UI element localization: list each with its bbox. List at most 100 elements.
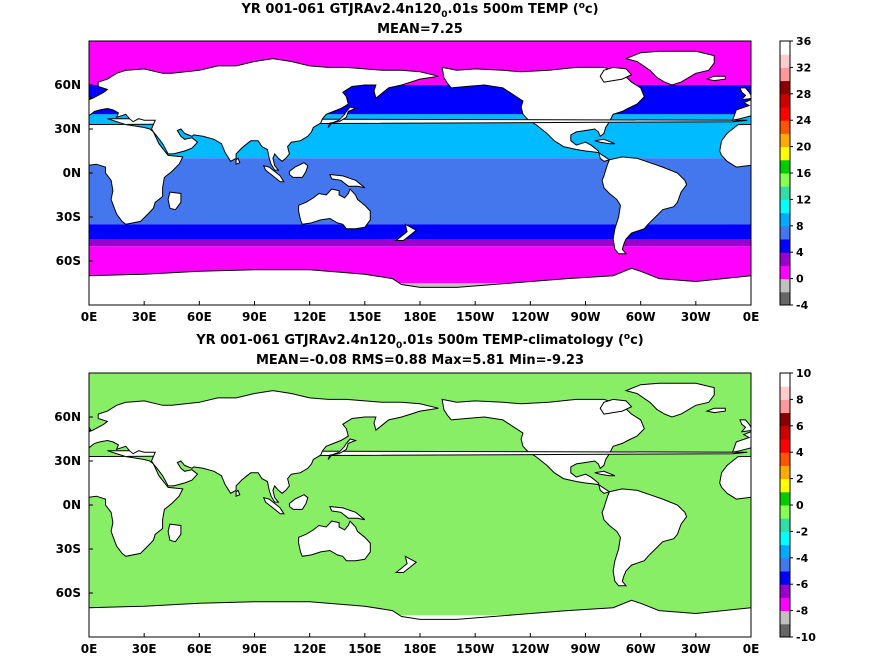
colorbar-swatch	[780, 120, 790, 134]
x-tick-label: 180E	[403, 310, 436, 324]
colorbar-swatch	[780, 531, 790, 546]
colorbar-swatch	[780, 291, 790, 306]
land-africa	[89, 118, 748, 225]
colorbar-swatch	[780, 159, 790, 174]
land-madagascar	[167, 191, 182, 211]
colorbar-swatch	[780, 412, 790, 427]
y-tick-label: 0N	[63, 166, 81, 180]
colorbar-swatch	[780, 173, 790, 187]
colorbar-label: 4	[796, 246, 804, 259]
land-british-isles	[739, 87, 751, 101]
colorbar-swatch	[780, 54, 790, 68]
x-tick-label: 120E	[293, 642, 326, 656]
x-tick-label: 60W	[626, 310, 656, 324]
chart-subtitle: MEAN=7.25	[377, 22, 463, 37]
land-africa	[719, 456, 751, 500]
colorbar-swatch	[780, 212, 790, 227]
colorbar-swatch	[780, 252, 790, 266]
x-tick-label: 150W	[456, 310, 494, 324]
chart-panel-2: 0E 30E 60E 90E 120E 150E 180E 150W 120W 90W 60W 30W…	[54, 332, 816, 656]
chart-subtitle: MEAN=-0.08 RMS=0.88 Max=5.81 Min=-9.23	[256, 353, 584, 368]
land-baffin	[599, 66, 633, 83]
land-africa	[719, 124, 751, 168]
colorbar-swatch	[780, 425, 790, 440]
colorbar-swatch	[780, 80, 790, 95]
colorbar-label: 20	[796, 141, 812, 154]
colorbar-label: 0	[796, 499, 804, 512]
colorbar-swatch	[780, 41, 790, 55]
x-tick-label: 150W	[456, 642, 494, 656]
colorbar-label: 28	[796, 88, 811, 101]
colorbar-swatch	[780, 491, 790, 506]
field-band-5	[89, 224, 751, 239]
land-japan	[327, 106, 358, 128]
y-tick-label: 60N	[54, 410, 81, 424]
y-tick-label: 30S	[56, 542, 81, 556]
land-africa	[89, 450, 748, 557]
land-sumatra	[262, 164, 285, 183]
colorbar-swatch	[780, 623, 790, 638]
colorbar-swatch	[780, 399, 790, 414]
land-sri-lanka	[235, 489, 241, 497]
colorbar-label: -10	[796, 631, 816, 644]
colorbar-swatch	[780, 439, 790, 453]
colorbar-label: 8	[796, 393, 804, 406]
colorbar-label: 16	[796, 167, 812, 180]
colorbar-label: -8	[796, 605, 808, 618]
land-borneo	[288, 494, 309, 510]
land-south-america	[601, 488, 688, 587]
x-tick-label: 150E	[348, 642, 381, 656]
colorbar-swatch	[780, 571, 790, 585]
colorbar-swatch	[780, 518, 790, 532]
colorbar-swatch	[780, 610, 790, 625]
land-new-guinea	[329, 505, 366, 521]
colorbar-swatch	[780, 557, 790, 572]
chart-title: YR 001-061 GTJRAv2.4n1200.01s 500m TEMP-…	[195, 332, 644, 351]
x-tick-label: 60E	[187, 310, 212, 324]
colorbar-swatch	[780, 373, 790, 387]
land-australia	[298, 188, 371, 230]
map-field	[89, 373, 751, 637]
land-australia	[298, 520, 371, 562]
land-antarctica	[89, 599, 751, 637]
colorbar-swatch	[780, 386, 790, 400]
x-tick-label: 30W	[681, 310, 711, 324]
land-eurasia	[731, 99, 751, 121]
x-tick-label: 120W	[511, 310, 549, 324]
colorbar-label: -4	[796, 552, 809, 565]
x-tick-label: 30E	[132, 642, 157, 656]
colorbar-swatch	[780, 146, 790, 161]
land-madagascar	[167, 523, 182, 543]
colorbar-label: 32	[796, 61, 811, 74]
x-tick-label: 30E	[132, 310, 157, 324]
land-antarctica	[89, 267, 751, 305]
land-eurasia	[89, 390, 439, 503]
x-tick-label: 90E	[242, 310, 267, 324]
land-new-zealand	[394, 223, 418, 241]
x-tick-label: 120W	[511, 642, 549, 656]
land-sumatra	[262, 496, 285, 515]
y-tick-label: 30S	[56, 210, 81, 224]
colorbar-label: 10	[796, 367, 812, 380]
x-tick-label: 60W	[626, 642, 656, 656]
land-eurasia	[89, 58, 439, 171]
colorbar-swatch	[780, 93, 790, 108]
colorbar-swatch	[780, 265, 790, 280]
land-new-zealand	[394, 555, 418, 573]
colorbar-swatch	[780, 67, 790, 82]
colorbar-swatch	[780, 465, 790, 480]
colorbar-label: 6	[796, 420, 804, 433]
x-tick-label: 30W	[681, 642, 711, 656]
land-north-america	[441, 398, 645, 494]
land-borneo	[288, 162, 309, 178]
map-field	[89, 41, 751, 305]
land-japan	[327, 438, 358, 460]
x-tick-label: 60E	[187, 642, 212, 656]
colorbar-label: 12	[796, 193, 811, 206]
colorbar-swatch	[780, 478, 790, 493]
land-greenland	[624, 382, 715, 418]
colorbar-label: 0	[796, 273, 804, 286]
colorbar-swatch	[780, 597, 790, 612]
x-tick-label: 0E	[743, 642, 760, 656]
chart-title: YR 001-061 GTJRAv2.4n1200.01s 500m TEMP …	[240, 1, 598, 20]
